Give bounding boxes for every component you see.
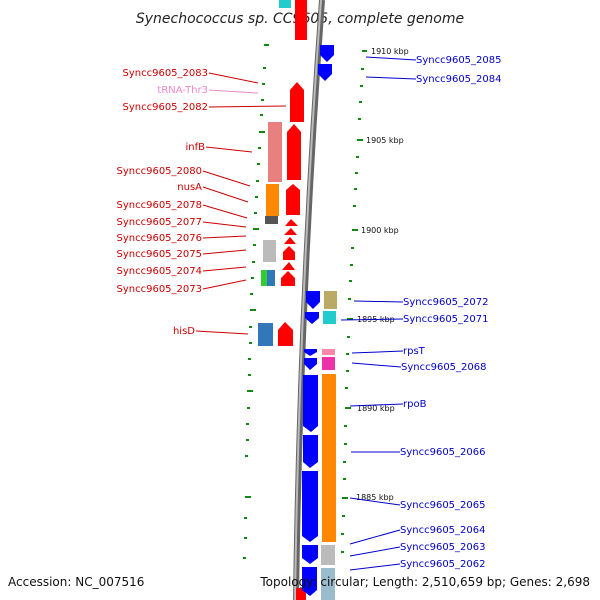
forward-cds-2073[interactable] <box>281 271 295 286</box>
accession-text: Accession: NC_007516 <box>8 575 144 589</box>
forward-cds-2077[interactable] <box>285 219 298 226</box>
gene-label-2083[interactable]: Syncc9605_2083 <box>123 68 209 79</box>
forward-leader-lines <box>195 72 287 335</box>
forward-cds-2076[interactable] <box>284 228 297 235</box>
cog-box-infB <box>268 122 282 182</box>
forward-cds-2074a[interactable] <box>283 246 295 260</box>
cog-box-2075 <box>263 240 276 262</box>
gene-label-2076[interactable]: Syncc9605_2076 <box>117 233 203 244</box>
gene-label-trna-thr3[interactable]: tRNA-Thr3 <box>157 85 208 96</box>
reverse-cds-2063[interactable] <box>302 545 318 564</box>
gene-label-2066[interactable]: Syncc9605_2066 <box>400 447 486 458</box>
cog-box-2080 <box>266 184 279 216</box>
scale-label-1905: 1905 kbp <box>366 136 404 145</box>
gene-label-2063[interactable]: Syncc9605_2063 <box>400 542 486 553</box>
cog-box-rpsT <box>322 349 335 355</box>
right-tick-ruler <box>341 50 367 553</box>
reverse-cds-2065[interactable] <box>302 471 318 542</box>
forward-cds-2082[interactable] <box>290 82 304 122</box>
gene-label-2084[interactable]: Syncc9605_2084 <box>416 74 502 85</box>
gene-label-2072[interactable]: Syncc9605_2072 <box>403 297 489 308</box>
gene-label-2074[interactable]: Syncc9605_2074 <box>117 266 203 277</box>
scale-label-1890: 1890 kbp <box>357 404 395 413</box>
reverse-strand-features <box>302 45 337 600</box>
forward-cds-top-partial[interactable] <box>295 0 307 40</box>
gene-label-2068[interactable]: Syncc9605_2068 <box>401 362 487 373</box>
gene-label-2073[interactable]: Syncc9605_2073 <box>117 284 203 295</box>
cog-box-2072 <box>324 291 337 309</box>
gene-label-2077[interactable]: Syncc9605_2077 <box>117 217 203 228</box>
reverse-cds-2071[interactable] <box>305 312 319 324</box>
cog-box-rpoB <box>322 374 336 542</box>
forward-cds-bottom[interactable] <box>296 588 306 600</box>
gene-label-rpsT[interactable]: rpsT <box>403 346 426 357</box>
forward-cds-nusA[interactable] <box>286 184 300 215</box>
topology-text: Topology: circular; Length: 2,510,659 bp… <box>259 575 590 589</box>
gene-label-2065[interactable]: Syncc9605_2065 <box>400 500 486 511</box>
gene-label-hisD[interactable]: hisD <box>173 326 195 337</box>
gene-label-rpoB[interactable]: rpoB <box>403 399 427 410</box>
left-tick-ruler <box>243 44 269 559</box>
gene-label-infB[interactable]: infB <box>186 142 206 153</box>
reverse-cds-2068[interactable] <box>304 358 317 370</box>
gene-label-2080[interactable]: Syncc9605_2080 <box>117 166 203 177</box>
genome-backbone <box>293 0 325 600</box>
reverse-leader-lines <box>340 56 417 571</box>
forward-gene-labels: Syncc9605_2083 tRNA-Thr3 Syncc9605_2082 … <box>117 68 209 337</box>
reverse-cds-2085[interactable] <box>320 45 334 62</box>
scale-label-1910: 1910 kbp <box>371 47 409 56</box>
gene-label-2085[interactable]: Syncc9605_2085 <box>416 55 502 66</box>
gene-label-2062[interactable]: Syncc9605_2062 <box>400 559 486 570</box>
reverse-cds-2072[interactable] <box>306 291 320 309</box>
trna-leader-line <box>208 89 259 94</box>
gene-label-2075[interactable]: Syncc9605_2075 <box>117 249 203 260</box>
reverse-cds-2066[interactable] <box>303 435 318 468</box>
cog-box-2062 <box>321 568 335 600</box>
cog-box-2071 <box>323 311 336 324</box>
cog-box-hisD <box>258 323 273 346</box>
forward-cds-hisD[interactable] <box>278 322 293 346</box>
cog-box-2063 <box>321 545 335 565</box>
cog-box-2068 <box>322 357 335 370</box>
forward-strand-features <box>258 0 307 600</box>
reverse-cds-rpsT[interactable] <box>304 349 317 356</box>
forward-cds-2074[interactable] <box>282 262 295 270</box>
gene-label-nusA[interactable]: nusA <box>177 182 202 193</box>
cog-box-2074 <box>261 270 267 286</box>
scale-label-1900: 1900 kbp <box>361 226 399 235</box>
cog-box-top <box>279 0 291 8</box>
cog-box-2078 <box>265 216 278 224</box>
gene-label-2082[interactable]: Syncc9605_2082 <box>123 102 209 113</box>
cog-box-2073 <box>267 270 275 286</box>
gene-label-2064[interactable]: Syncc9605_2064 <box>400 525 486 536</box>
scale-label-1885: 1885 kbp <box>356 493 394 502</box>
reverse-cds-2062[interactable] <box>302 567 317 596</box>
reverse-cds-rpoB[interactable] <box>303 375 318 432</box>
forward-cds-infB[interactable] <box>287 124 301 180</box>
gene-label-2071[interactable]: Syncc9605_2071 <box>403 314 489 325</box>
reverse-gene-labels: Syncc9605_2085 Syncc9605_2084 Syncc9605_… <box>400 55 502 570</box>
gene-label-2078[interactable]: Syncc9605_2078 <box>117 200 203 211</box>
forward-cds-2075[interactable] <box>284 237 296 244</box>
reverse-cds-2084[interactable] <box>318 64 332 81</box>
